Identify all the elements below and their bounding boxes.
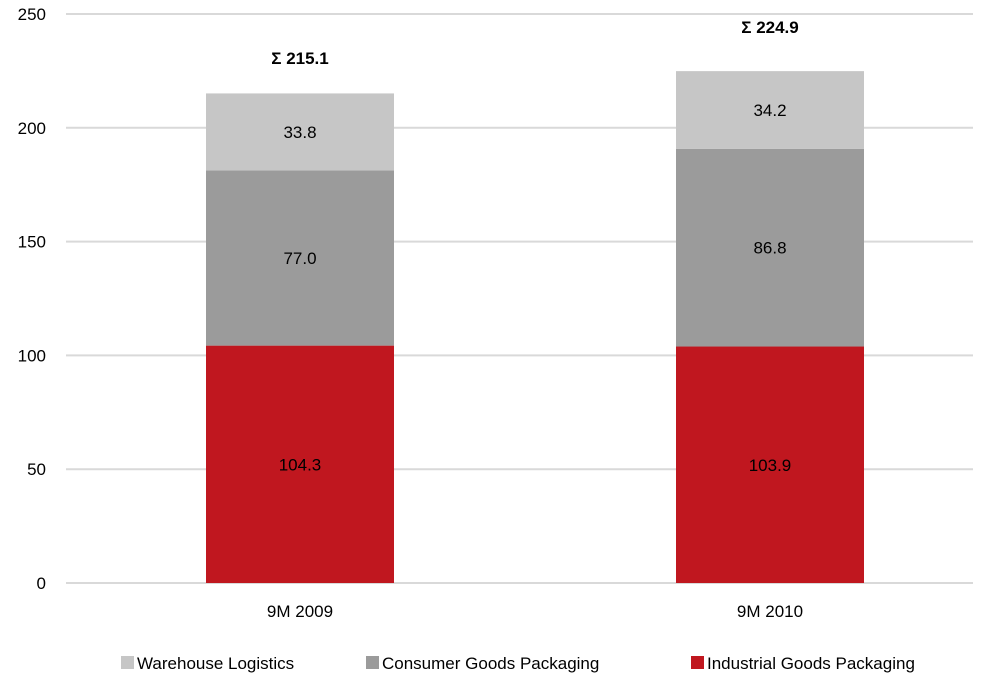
x-axis-ticks: 9M 2009 9M 2010 [267, 602, 803, 621]
data-label: 77.0 [283, 249, 316, 268]
bar-segment-warehouse-logistics [676, 71, 864, 149]
total-label: Σ 224.9 [741, 18, 798, 37]
y-tick-label: 150 [18, 233, 46, 252]
total-labels: Σ 215.1 Σ 224.9 [271, 18, 798, 68]
total-label: Σ 215.1 [271, 49, 328, 68]
y-tick-label: 250 [18, 5, 46, 24]
y-tick-label: 100 [18, 346, 46, 365]
legend-swatch [691, 656, 704, 669]
y-tick-label: 0 [37, 574, 46, 593]
legend-label: Warehouse Logistics [137, 654, 294, 673]
legend-swatch [121, 656, 134, 669]
data-label: 34.2 [753, 101, 786, 120]
bar-segment-consumer-goods-packaging [206, 170, 394, 346]
bar-segment-consumer-goods-packaging [676, 148, 864, 347]
bar-segment-industrial-goods-packaging [676, 346, 864, 583]
bar-segment-industrial-goods-packaging [206, 345, 394, 583]
bars: 104.3 77.0 33.8 103.9 86.8 34.2 [206, 71, 864, 583]
data-label: 104.3 [279, 455, 322, 474]
y-axis-ticks: 0 50 100 150 200 250 [18, 5, 46, 593]
y-tick-label: 50 [27, 460, 46, 479]
data-label: 103.9 [749, 456, 792, 475]
bar-segment-warehouse-logistics [206, 93, 394, 171]
x-tick-label: 9M 2010 [737, 602, 803, 621]
legend: Warehouse Logistics Consumer Goods Packag… [121, 654, 915, 673]
y-tick-label: 200 [18, 119, 46, 138]
x-tick-label: 9M 2009 [267, 602, 333, 621]
legend-swatch [366, 656, 379, 669]
legend-label: Industrial Goods Packaging [707, 654, 915, 673]
data-label: 86.8 [753, 239, 786, 258]
legend-label: Consumer Goods Packaging [382, 654, 599, 673]
data-label: 33.8 [283, 123, 316, 142]
